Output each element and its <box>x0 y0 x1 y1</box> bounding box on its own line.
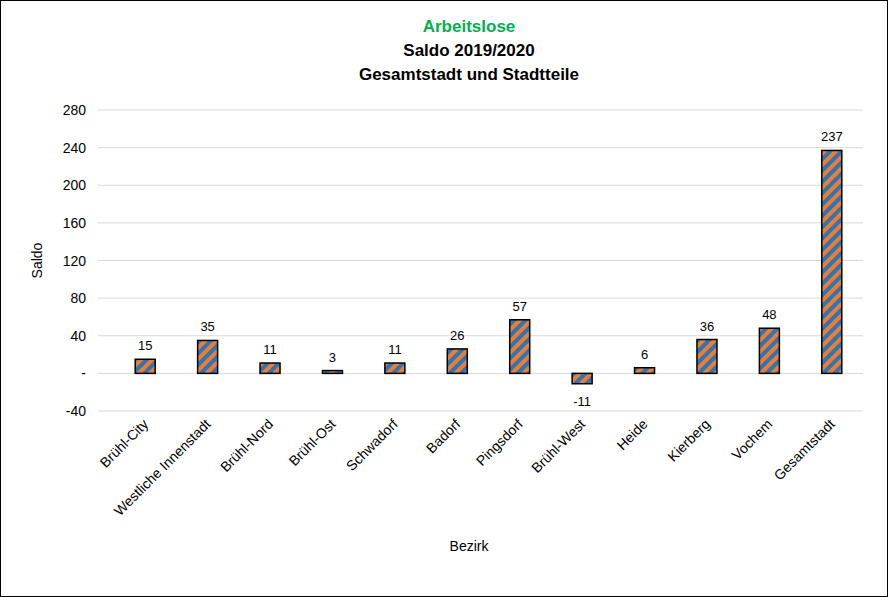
data-label: 11 <box>388 342 402 357</box>
grid-line <box>98 147 863 148</box>
x-tick-label: Brühl-West <box>528 416 588 476</box>
data-label: 26 <box>450 328 464 343</box>
data-label: 237 <box>821 129 843 144</box>
y-tick-label: -40 <box>66 403 86 419</box>
x-tick-label: Brühl-Ost <box>285 416 338 469</box>
bar <box>135 359 155 373</box>
x-tick-label: Vochem <box>728 416 775 463</box>
y-tick-label: 160 <box>63 215 87 231</box>
bar <box>260 363 280 373</box>
y-tick-label: 40 <box>70 328 86 344</box>
x-tick-label: Westliche Innenstadt <box>111 416 214 519</box>
title: Arbeitslose <box>423 17 516 36</box>
data-label: 15 <box>138 338 152 353</box>
x-tick-label: Brühl-City <box>97 416 152 471</box>
bars <box>135 150 842 383</box>
grid-line <box>98 298 863 299</box>
grid-line <box>98 110 863 111</box>
y-tick-label: 200 <box>63 177 87 193</box>
x-tick-label: Badorf <box>423 416 464 457</box>
chart-container: Arbeitslose Saldo 2019/2020 Gesamtstadt un… <box>0 0 888 597</box>
y-axis-label: Saldo <box>29 242 45 278</box>
data-label: 48 <box>762 307 776 322</box>
data-label: 6 <box>641 347 648 362</box>
bar <box>635 368 655 374</box>
y-tick-label: 240 <box>63 140 87 156</box>
bar <box>759 328 779 373</box>
y-tick-label: 120 <box>63 253 87 269</box>
bar <box>822 150 842 373</box>
bar <box>447 349 467 373</box>
grid-line <box>98 260 863 261</box>
x-tick-label: Gesamtstadt <box>770 416 838 484</box>
data-label: 36 <box>700 319 714 334</box>
data-labels: 15 35 11 3 11 26 57 -11 6 36 48 237 <box>138 129 843 408</box>
frame <box>1 1 888 597</box>
grid-line <box>98 335 863 336</box>
data-label: 35 <box>200 319 214 334</box>
x-tick-label: Heide <box>613 416 650 453</box>
x-tick-label: Pingsdorf <box>473 416 526 469</box>
x-tick-label: Schwadorf <box>343 416 401 474</box>
data-label: 11 <box>263 342 277 357</box>
grid-line <box>98 185 863 186</box>
x-tick-label: Kierberg <box>664 416 713 465</box>
subtitle: Saldo 2019/2020 <box>403 41 534 60</box>
data-label: -11 <box>573 394 591 409</box>
y-tick-label: - <box>81 365 86 381</box>
x-axis-label: Bezirk <box>450 538 490 554</box>
chart-svg: Arbeitslose Saldo 2019/2020 Gesamtstadt un… <box>0 0 888 597</box>
grid-line <box>98 222 863 223</box>
bar <box>198 340 218 373</box>
data-label: 3 <box>329 350 336 365</box>
bar <box>697 340 717 374</box>
grid-line <box>98 411 863 412</box>
y-tick-label: 280 <box>63 102 87 118</box>
x-tick-label: Brühl-Nord <box>217 416 276 475</box>
grid <box>98 110 863 411</box>
bar <box>510 320 530 374</box>
subtitle: Gesamtstadt und Stadtteile <box>359 65 579 84</box>
y-tick-label: 80 <box>70 290 86 306</box>
bar <box>385 363 405 373</box>
bar <box>322 371 342 374</box>
data-label: 57 <box>512 299 526 314</box>
bar <box>572 373 592 383</box>
